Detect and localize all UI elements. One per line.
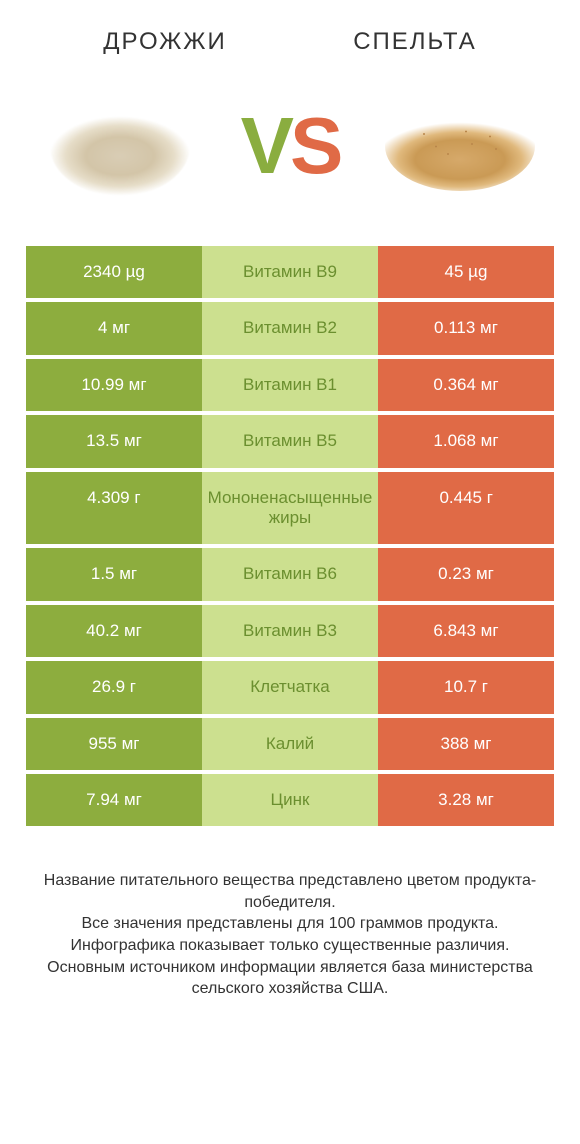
- footnote-line: Инфографика показывает только существенн…: [30, 935, 550, 957]
- right-value-cell: 45 µg: [378, 246, 554, 298]
- left-value-cell: 1.5 мг: [26, 548, 202, 600]
- nutrient-label-cell: Цинк: [202, 774, 378, 826]
- footnote-line: Основным источником информации является …: [30, 957, 550, 1000]
- comparison-table: 2340 µgВитамин B945 µg4 мгВитамин B20.11…: [0, 246, 580, 826]
- right-value-cell: 0.364 мг: [378, 359, 554, 411]
- left-value-cell: 13.5 мг: [26, 415, 202, 467]
- right-value-cell: 10.7 г: [378, 661, 554, 713]
- table-row: 26.9 гКлетчатка10.7 г: [26, 661, 554, 713]
- table-row: 13.5 мгВитамин B51.068 мг: [26, 415, 554, 467]
- right-value-cell: 3.28 мг: [378, 774, 554, 826]
- left-product-title: ДРОЖЖИ: [40, 28, 290, 56]
- left-value-cell: 4 мг: [26, 302, 202, 354]
- image-row: VS: [0, 66, 580, 246]
- vs-label: VS: [241, 106, 340, 186]
- nutrient-label-cell: Витамин B3: [202, 605, 378, 657]
- spelt-pile-icon: [385, 101, 535, 191]
- right-value-cell: 0.23 мг: [378, 548, 554, 600]
- right-value-cell: 0.113 мг: [378, 302, 554, 354]
- right-value-cell: 6.843 мг: [378, 605, 554, 657]
- nutrient-label-cell: Витамин B6: [202, 548, 378, 600]
- nutrient-label-cell: Витамин B9: [202, 246, 378, 298]
- left-value-cell: 955 мг: [26, 718, 202, 770]
- right-product-image: [370, 76, 550, 216]
- left-value-cell: 40.2 мг: [26, 605, 202, 657]
- footnote: Название питательного вещества представл…: [0, 830, 580, 1000]
- nutrient-label-cell: Клетчатка: [202, 661, 378, 713]
- left-value-cell: 10.99 мг: [26, 359, 202, 411]
- footnote-line: Название питательного вещества представл…: [30, 870, 550, 913]
- nutrient-label-cell: Витамин B2: [202, 302, 378, 354]
- right-value-cell: 0.445 г: [378, 472, 554, 545]
- yeast-pile-icon: [50, 96, 190, 196]
- left-product-image: [30, 76, 210, 216]
- table-row: 4 мгВитамин B20.113 мг: [26, 302, 554, 354]
- table-row: 40.2 мгВитамин B36.843 мг: [26, 605, 554, 657]
- right-value-cell: 1.068 мг: [378, 415, 554, 467]
- table-row: 1.5 мгВитамин B60.23 мг: [26, 548, 554, 600]
- table-row: 10.99 мгВитамин B10.364 мг: [26, 359, 554, 411]
- vs-letter-s: S: [290, 101, 339, 190]
- table-row: 955 мгКалий388 мг: [26, 718, 554, 770]
- table-row: 4.309 гМононенасыщенные жиры0.445 г: [26, 472, 554, 545]
- nutrient-label-cell: Витамин B5: [202, 415, 378, 467]
- left-value-cell: 26.9 г: [26, 661, 202, 713]
- right-product-title: СПЕЛЬТА: [290, 28, 540, 56]
- nutrient-label-cell: Витамин B1: [202, 359, 378, 411]
- vs-letter-v: V: [241, 101, 290, 190]
- footnote-line: Все значения представлены для 100 граммо…: [30, 913, 550, 935]
- table-row: 7.94 мгЦинк3.28 мг: [26, 774, 554, 826]
- header-titles: ДРОЖЖИ СПЕЛЬТА: [0, 0, 580, 66]
- infographic-root: ДРОЖЖИ СПЕЛЬТА VS 2340 µgВитамин B945 µg…: [0, 0, 580, 1144]
- left-value-cell: 2340 µg: [26, 246, 202, 298]
- table-row: 2340 µgВитамин B945 µg: [26, 246, 554, 298]
- left-value-cell: 7.94 мг: [26, 774, 202, 826]
- right-value-cell: 388 мг: [378, 718, 554, 770]
- nutrient-label-cell: Калий: [202, 718, 378, 770]
- left-value-cell: 4.309 г: [26, 472, 202, 545]
- nutrient-label-cell: Мононенасыщенные жиры: [202, 472, 379, 545]
